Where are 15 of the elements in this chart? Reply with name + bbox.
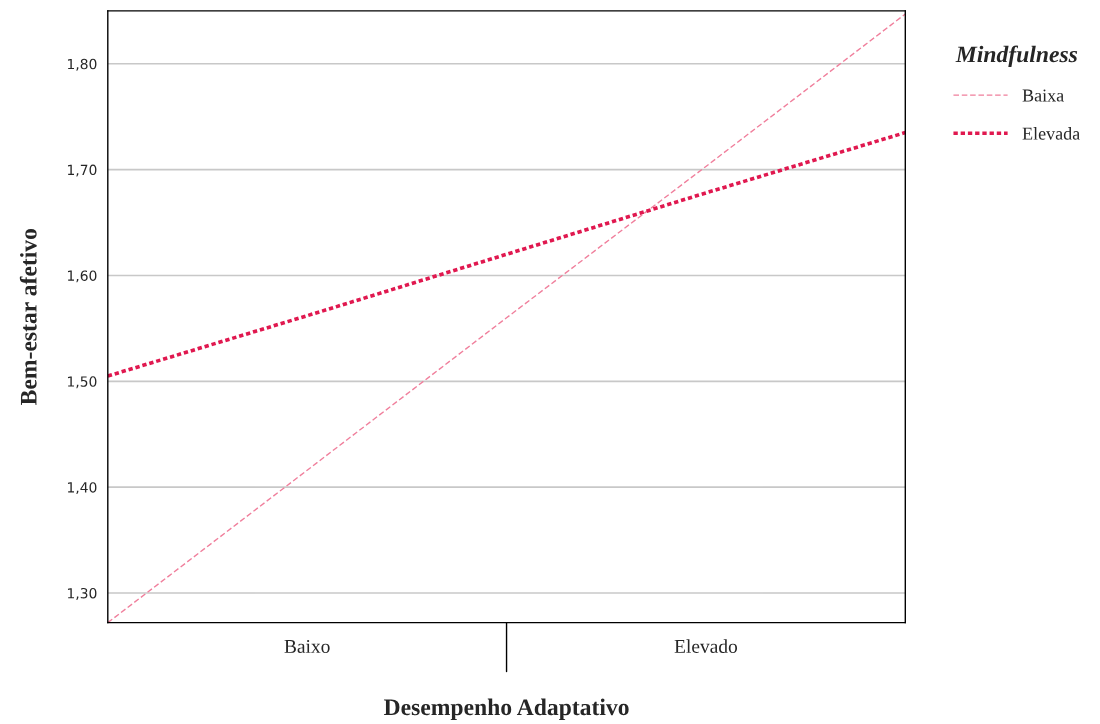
x-tick-label: Baixo (284, 639, 330, 653)
y-tick-label: 1,70 (67, 164, 97, 177)
y-tick-label: 1,60 (67, 270, 97, 283)
y-tick-label: 1,30 (67, 587, 97, 600)
y-axis-title: Bem-estar afetivo (19, 229, 37, 405)
legend-label: Elevada (1022, 127, 1080, 140)
x-tick-label: Elevado (674, 639, 738, 653)
x-axis-title: Desempenho Adaptativo (383, 698, 629, 721)
y-tick-label: 1,50 (67, 376, 97, 389)
y-tick-label: 1,80 (67, 58, 97, 71)
line-series (107, 13, 906, 623)
legend-title: Mindfulness (955, 45, 1078, 68)
y-tick-label: 1,40 (67, 482, 97, 495)
legend-label: Baixa (1022, 89, 1064, 102)
line-series (107, 130, 906, 378)
